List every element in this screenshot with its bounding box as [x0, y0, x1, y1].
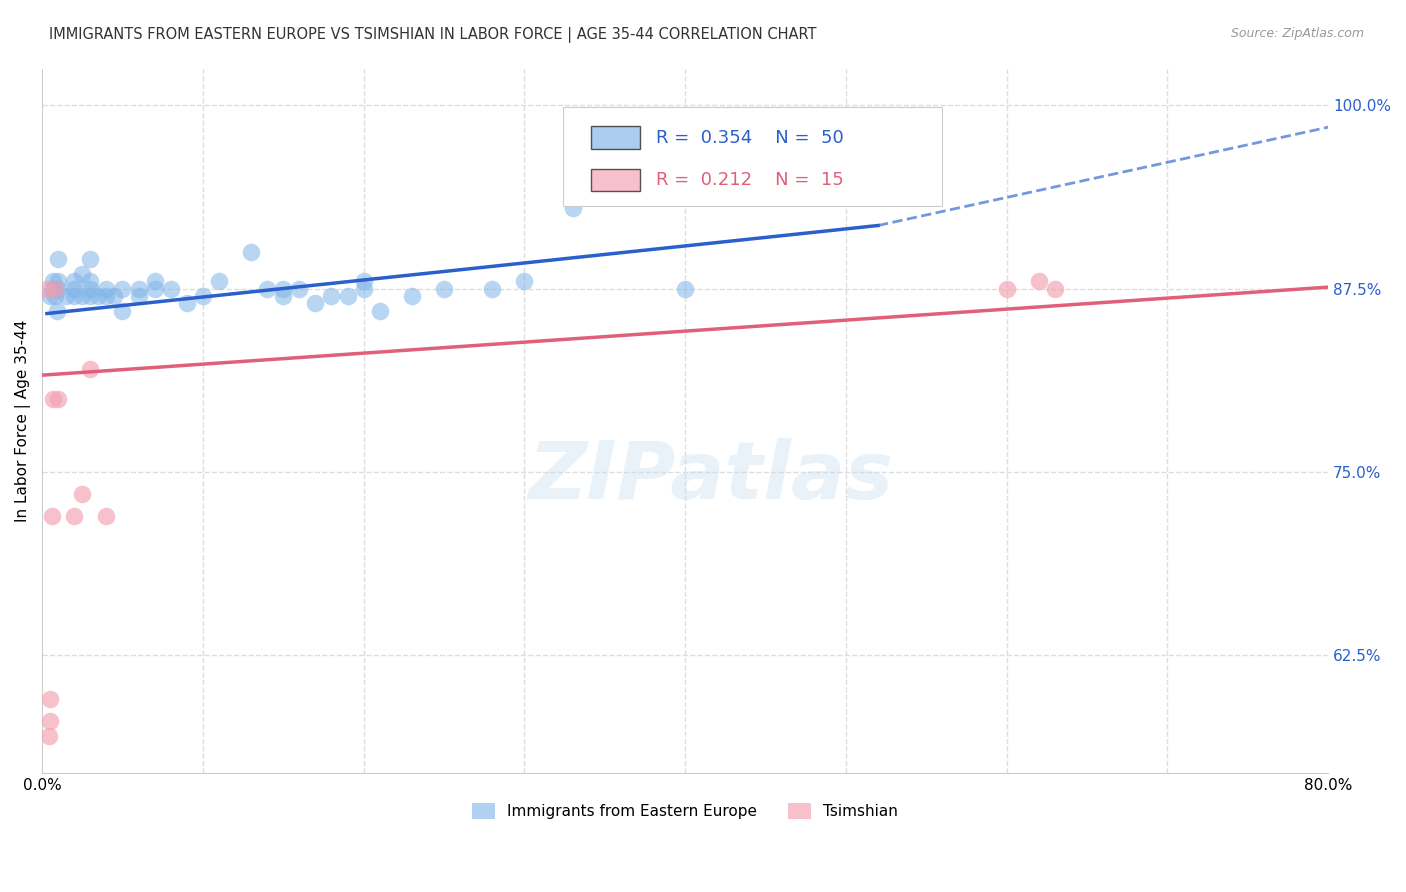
Point [256, 282, 278, 296]
Point [38, 729, 60, 743]
Y-axis label: In Labor Force | Age 35-44: In Labor Force | Age 35-44 [15, 319, 31, 522]
Point [87, 289, 110, 303]
Legend: Immigrants from Eastern Europe, Tsimshian: Immigrants from Eastern Europe, Tsimshia… [467, 797, 904, 825]
Point [176, 296, 198, 310]
Point [39, 714, 62, 729]
Point [159, 282, 181, 296]
Point [673, 282, 696, 296]
Point [63, 274, 86, 288]
FancyBboxPatch shape [592, 169, 640, 191]
Point [72, 289, 94, 303]
Point [44, 282, 66, 296]
Text: R =  0.354    N =  50: R = 0.354 N = 50 [655, 128, 844, 146]
Point [35, 282, 58, 296]
Point [111, 282, 134, 296]
Point [96, 282, 118, 296]
Text: ZIPatlas: ZIPatlas [529, 438, 893, 516]
Point [240, 244, 263, 259]
Point [45, 303, 67, 318]
Point [39, 289, 62, 303]
Text: IMMIGRANTS FROM EASTERN EUROPE VS TSIMSHIAN IN LABOR FORCE | AGE 35-44 CORRELATI: IMMIGRANTS FROM EASTERN EUROPE VS TSIMSH… [49, 27, 817, 43]
Point [42, 392, 65, 406]
Point [44, 289, 66, 303]
Text: R =  0.212    N =  15: R = 0.212 N = 15 [655, 170, 844, 189]
Point [79, 274, 101, 288]
Point [271, 282, 294, 296]
Point [63, 282, 86, 296]
Point [321, 289, 343, 303]
Point [79, 289, 101, 303]
Point [481, 282, 503, 296]
Point [46, 392, 69, 406]
Point [42, 274, 65, 288]
FancyBboxPatch shape [562, 107, 942, 206]
Point [271, 289, 294, 303]
Point [288, 282, 311, 296]
Point [433, 282, 456, 296]
Point [513, 274, 536, 288]
Point [401, 289, 423, 303]
Point [304, 296, 326, 310]
Point [79, 282, 101, 296]
Point [208, 274, 231, 288]
Point [72, 487, 94, 501]
Point [128, 289, 150, 303]
FancyBboxPatch shape [592, 127, 640, 149]
Point [191, 289, 214, 303]
Point [96, 508, 118, 523]
Point [79, 252, 101, 267]
Point [46, 252, 69, 267]
Point [111, 303, 134, 318]
Point [128, 282, 150, 296]
Point [336, 289, 359, 303]
Point [143, 282, 166, 296]
Text: Source: ZipAtlas.com: Source: ZipAtlas.com [1230, 27, 1364, 40]
Point [96, 289, 118, 303]
Point [46, 274, 69, 288]
Point [103, 289, 125, 303]
Point [72, 267, 94, 281]
Point [368, 303, 391, 318]
Point [46, 282, 69, 296]
Point [561, 201, 583, 215]
Point [41, 282, 63, 296]
Point [353, 282, 375, 296]
Point [55, 289, 77, 303]
Point [353, 274, 375, 288]
Point [63, 508, 86, 523]
Point [41, 508, 63, 523]
Point [44, 282, 66, 296]
Point [79, 362, 101, 376]
Point [63, 289, 86, 303]
Point [1043, 282, 1066, 296]
Point [143, 274, 166, 288]
Point [1028, 274, 1050, 288]
Point [39, 692, 62, 706]
Point [995, 282, 1018, 296]
